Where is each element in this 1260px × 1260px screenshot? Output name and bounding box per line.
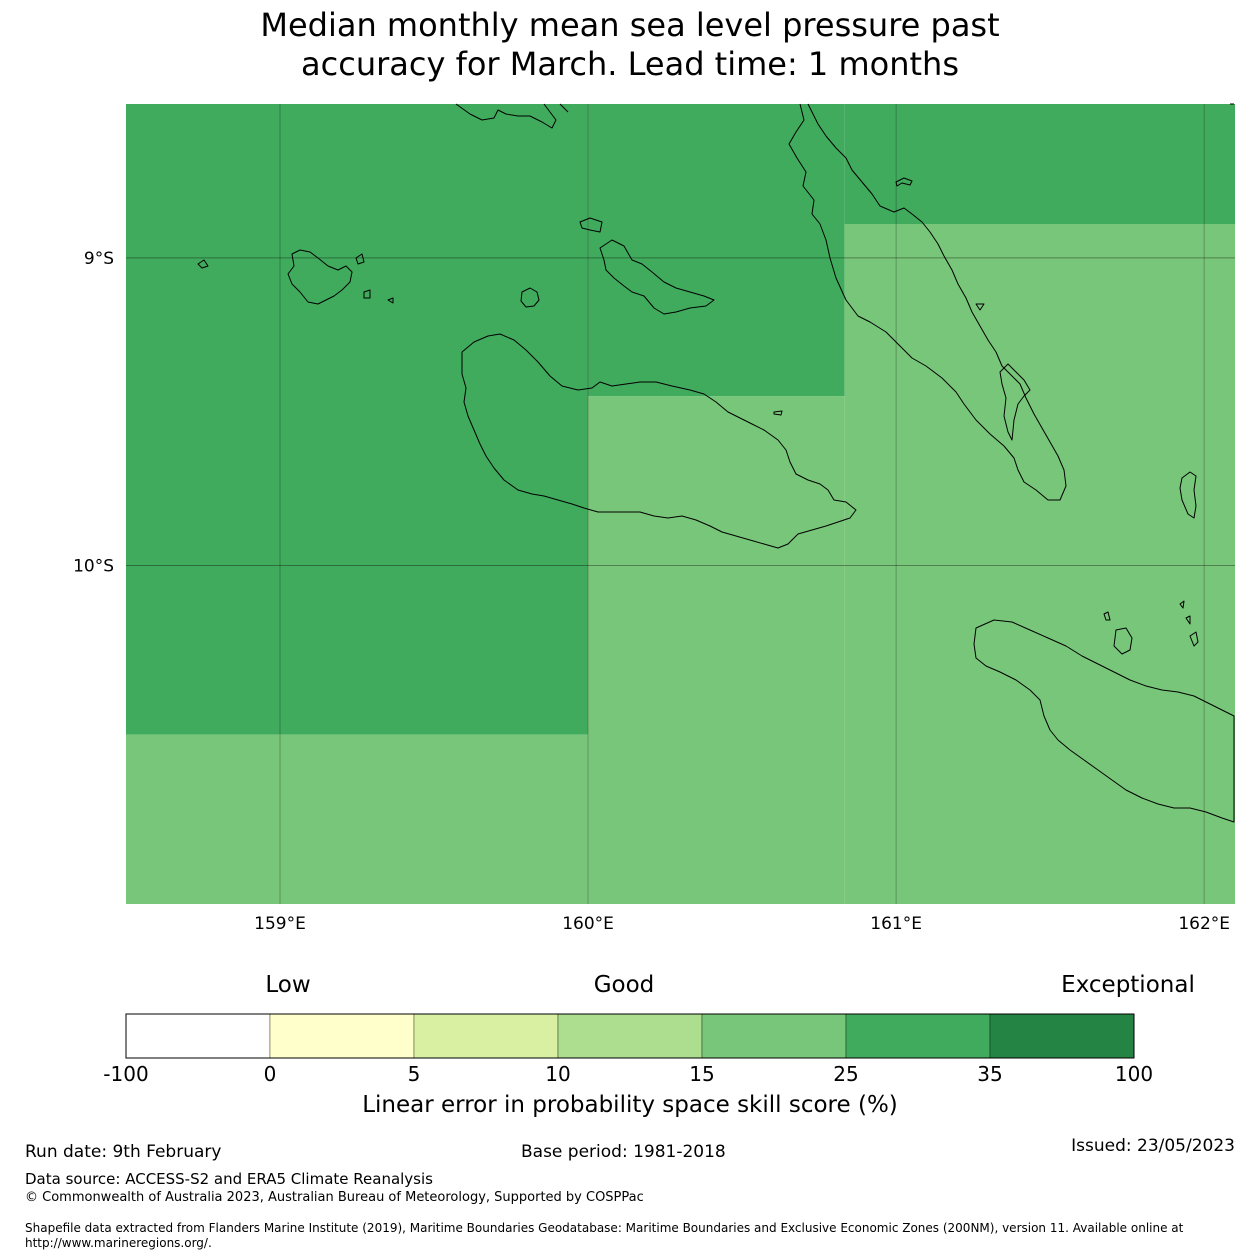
skill-cell-5 xyxy=(126,734,589,904)
coastline-islet-se-2 xyxy=(1179,600,1185,609)
colorbar-tick-4: 15 xyxy=(689,1062,715,1086)
coastline-islet-west xyxy=(197,259,209,269)
skill-grid xyxy=(126,104,1235,904)
lon-label-0: 159°E xyxy=(254,914,306,934)
coastline-islet-north xyxy=(895,177,913,187)
skill-cell-1 xyxy=(588,104,845,397)
skill-cell-4 xyxy=(588,396,845,904)
coastline-north-fragment xyxy=(455,103,569,129)
colorbar-segment-1 xyxy=(269,1013,415,1059)
shapefile-credit-line-2: http://www.marineregions.org/. xyxy=(25,1236,212,1250)
run-date: Run date: 9th February xyxy=(25,1142,222,1162)
shapefile-credit-line-1: Shapefile data extracted from Flanders M… xyxy=(25,1221,1184,1235)
colorbar-segment-4 xyxy=(701,1013,847,1059)
coastline-russell-islands xyxy=(287,249,371,305)
coastline-islet-se-1 xyxy=(1103,611,1111,621)
colorbar-tick-3: 10 xyxy=(545,1062,571,1086)
lon-label-2: 161°E xyxy=(870,914,922,934)
coastline-islet-west-2 xyxy=(387,297,394,304)
map-gridlines xyxy=(126,104,1235,904)
colorbar-tick-6: 35 xyxy=(977,1062,1003,1086)
colorbar-tick-0: -100 xyxy=(103,1062,149,1086)
colorbar-word-exceptional: Exceptional xyxy=(1061,972,1195,998)
colorbar-segment-0 xyxy=(125,1013,271,1059)
coastline-islet-se-3 xyxy=(1185,615,1191,625)
lon-label-1: 160°E xyxy=(562,914,614,934)
coastline-guadalcanal xyxy=(461,333,857,549)
data-source: Data source: ACCESS-S2 and ERA5 Climate … xyxy=(25,1170,433,1188)
colorbar-segment-2 xyxy=(413,1013,559,1059)
coastline-inlet-isabel xyxy=(999,363,1031,441)
colorbar-tick-1: 0 xyxy=(263,1062,277,1086)
coastline-savo xyxy=(520,287,540,308)
colorbar-segment-5 xyxy=(845,1013,991,1059)
lon-label-3: 162°E xyxy=(1178,914,1230,934)
chart-title: Median monthly mean sea level pressure p… xyxy=(0,6,1260,84)
colorbar-segment-6 xyxy=(989,1013,1135,1059)
coastline-florida-islands xyxy=(579,217,715,315)
skill-cell-2 xyxy=(844,104,1235,224)
colorbar-word-good: Good xyxy=(593,972,655,998)
colorbar-label: Linear error in probability space skill … xyxy=(362,1092,898,1118)
lat-label-0: 9°S xyxy=(84,249,114,269)
issued-date: Issued: 23/05/2023 xyxy=(1071,1136,1235,1156)
skill-cell-3 xyxy=(844,224,1235,904)
map-axis-labels: 159°E 160°E 161°E 162°E 9°S 10°S xyxy=(73,249,1230,934)
colorbar-tick-7: 100 xyxy=(1114,1062,1154,1086)
coastline-ulawa xyxy=(1113,627,1133,655)
colorbar-tick-2: 5 xyxy=(407,1062,421,1086)
base-period: Base period: 1981-2018 xyxy=(521,1142,726,1162)
colorbar-segment-3 xyxy=(557,1013,703,1059)
colorbar-outline xyxy=(125,1013,1135,1059)
skill-cell-0 xyxy=(126,104,589,735)
coastline-makira xyxy=(973,619,1235,823)
title-line-2: accuracy for March. Lead time: 1 months xyxy=(301,45,959,83)
colorbar-word-low: Low xyxy=(265,972,311,998)
coastlines xyxy=(197,103,1235,823)
colorbar-tick-5: 25 xyxy=(833,1062,859,1086)
title-line-1: Median monthly mean sea level pressure p… xyxy=(260,6,1000,44)
copyright: © Commonwealth of Australia 2023, Austra… xyxy=(25,1190,644,1205)
coastline-islet-guadalcanal xyxy=(773,410,783,416)
colorbar xyxy=(125,1013,1135,1059)
coastline-islet-east-2 xyxy=(1179,471,1197,519)
lat-label-1: 10°S xyxy=(73,557,114,577)
coastline-islet-east xyxy=(975,303,985,311)
coastline-santa-isabel xyxy=(788,103,1234,501)
coastline-islet-se-4 xyxy=(1189,631,1199,647)
